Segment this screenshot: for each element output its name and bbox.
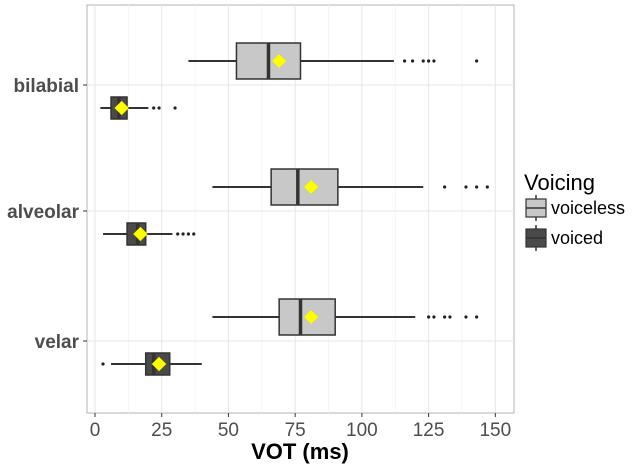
outlier-point	[101, 362, 105, 366]
x-tick-label: 50	[218, 420, 239, 441]
outlier-point	[421, 59, 425, 63]
mean-marker	[303, 309, 319, 325]
outlier-point	[186, 232, 191, 236]
legend-item-voiced: voiced	[525, 225, 603, 251]
legend-label-voiceless: voiceless	[551, 198, 625, 218]
outlier-point	[402, 59, 407, 63]
outlier-point	[176, 232, 180, 236]
x-tick-label: 150	[479, 420, 511, 441]
x-tick-label: 100	[346, 420, 378, 441]
legend: Voicing voiceless voiced	[524, 170, 625, 251]
outlier-point	[192, 232, 196, 236]
y-axis: bilabial alveolar velar	[7, 76, 87, 353]
outlier-point	[181, 232, 185, 236]
outlier-point	[432, 59, 436, 63]
x-tick-label: 0	[90, 420, 101, 441]
box-voiceless-alveolar	[212, 168, 489, 206]
outlier-point	[443, 315, 447, 319]
box-voiced-bilabial	[100, 96, 177, 120]
legend-item-voiceless: voiceless	[525, 195, 625, 221]
box-voiced-alveolar	[103, 222, 196, 246]
x-tick-label: 125	[413, 420, 445, 441]
outlier-point	[448, 315, 452, 319]
outlier-point	[173, 106, 177, 110]
y-tick-label-velar: velar	[35, 332, 80, 353]
outlier-point	[475, 185, 479, 189]
outlier-point	[427, 59, 431, 63]
mean-marker	[151, 356, 167, 372]
x-axis-title: VOT (ms)	[251, 439, 349, 464]
outlier-point	[485, 185, 489, 189]
box-layer	[100, 42, 489, 376]
legend-items: voiceless voiced	[525, 195, 625, 251]
box-voiced-velar	[101, 352, 202, 376]
outlier-point	[157, 106, 161, 110]
mean-marker	[271, 53, 287, 69]
outlier-point	[464, 315, 468, 319]
outlier-point	[443, 185, 447, 189]
x-axis: 0 25 50 75 100 125 150	[90, 413, 511, 441]
box-voiceless-velar	[212, 298, 479, 336]
outlier-point	[427, 315, 431, 319]
outlier-point	[475, 59, 479, 63]
legend-label-voiced: voiced	[551, 228, 603, 248]
outlier-point	[152, 106, 156, 110]
y-tick-label-bilabial: bilabial	[14, 76, 79, 97]
outlier-point	[410, 59, 415, 63]
mean-marker	[303, 179, 319, 195]
box-voiceless-bilabial	[188, 42, 479, 80]
legend-title: Voicing	[524, 170, 595, 195]
outlier-point	[475, 315, 479, 319]
mean-marker	[114, 100, 130, 116]
outlier-point	[432, 315, 436, 319]
x-tick-label: 25	[151, 420, 172, 441]
mean-marker	[133, 226, 148, 242]
x-tick-label: 75	[285, 420, 306, 441]
y-tick-label-alveolar: alveolar	[7, 202, 79, 223]
outlier-point	[464, 185, 468, 189]
